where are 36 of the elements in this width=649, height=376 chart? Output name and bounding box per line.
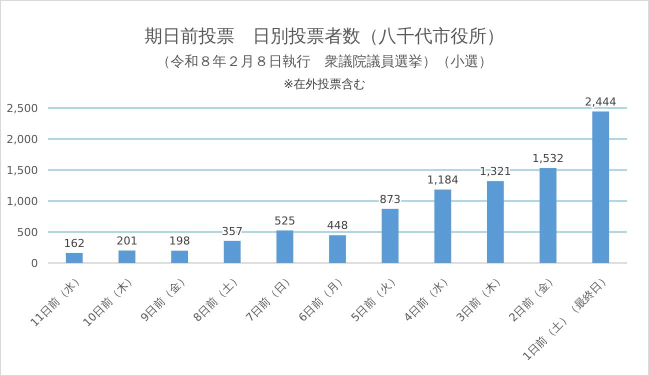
bar — [66, 252, 83, 263]
data-label: 448 — [327, 219, 348, 232]
bar — [382, 208, 399, 263]
x-tick-label: 5日前（火） — [348, 271, 402, 324]
y-tick-label: 2,000 — [6, 132, 38, 146]
x-tick-label: 6日前（月） — [296, 271, 350, 324]
bar — [540, 168, 556, 263]
bar — [276, 230, 294, 263]
x-tick-label: 3日前（木） — [454, 271, 507, 324]
bar — [171, 250, 188, 263]
text: ※在外投票含む — [283, 77, 366, 91]
data-label: 198 — [169, 234, 190, 248]
data-label: 1,532 — [532, 152, 564, 166]
y-tick-label: 1,000 — [6, 194, 38, 208]
data-label: 201 — [116, 234, 138, 248]
x-tick-label: 10日前（木） — [80, 271, 139, 330]
x-tick-label: 4日前（水） — [401, 271, 454, 324]
y-tick-label: 1,500 — [6, 164, 38, 177]
bar — [329, 235, 346, 263]
x-tick-label: 8日前（土） — [190, 271, 244, 324]
data-label: 525 — [274, 214, 296, 228]
data-label: 2,444 — [584, 95, 616, 108]
y-tick-label: 0 — [31, 256, 38, 270]
bar — [224, 240, 241, 263]
chart-subtitle: （令和８年２月８日執行 衆議院議員選挙）（小選） — [156, 54, 492, 70]
bar — [434, 190, 452, 263]
x-tick-label: 7日前（日） — [243, 271, 296, 324]
y-tick-label: 500 — [17, 226, 38, 239]
y-tick-label: 2,500 — [6, 102, 38, 115]
data-label: 1,184 — [427, 174, 459, 187]
bar — [486, 181, 504, 263]
data-label: 162 — [64, 236, 85, 250]
x-tick-label: 9日前（金） — [138, 271, 192, 324]
bar — [118, 250, 136, 263]
chart-title: 期日前投票 日別投票者数（八千代市役所） — [144, 26, 504, 47]
bar — [592, 111, 610, 263]
